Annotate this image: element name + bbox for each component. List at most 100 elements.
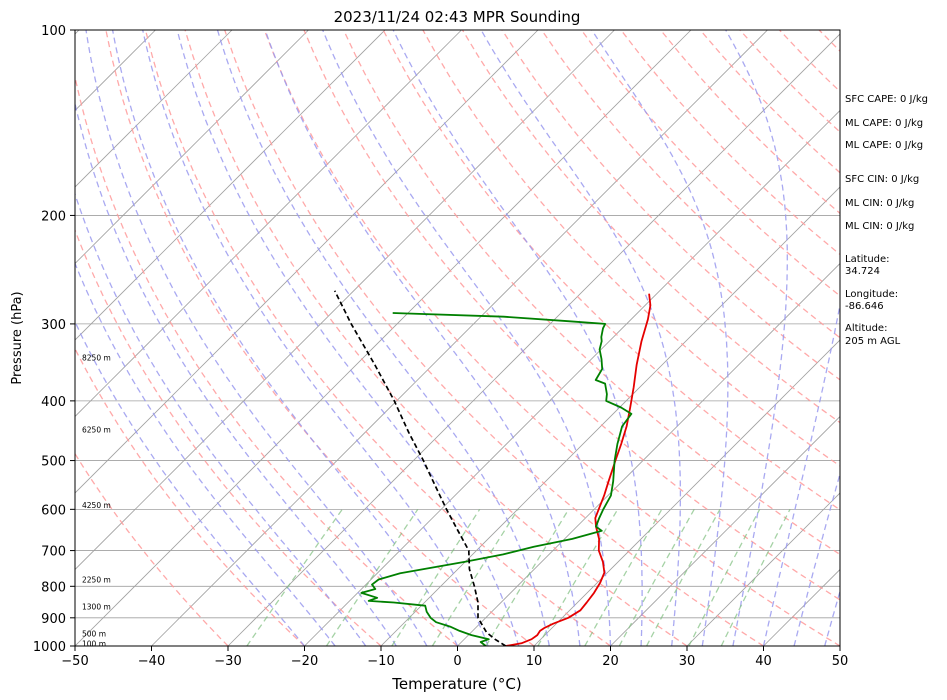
isotherm-line — [75, 30, 233, 188]
chart-title: 2023/11/24 02:43 MPR Sounding — [334, 8, 581, 26]
height-label: 100 m — [82, 639, 106, 648]
isotherm-line — [533, 339, 840, 646]
annotation-text: Longitude: — [845, 289, 898, 300]
height-label: 1300 m — [82, 602, 111, 611]
dry-adiabat-line — [580, 30, 840, 297]
x-tick-label: 0 — [453, 654, 461, 669]
moist-adiabat-line — [322, 30, 612, 646]
isotherm-line — [610, 415, 840, 646]
annotation-text: ML CAPE: 0 J/kg — [845, 140, 923, 151]
moist-adiabat-line — [75, 100, 397, 646]
y-tick-label: 300 — [41, 318, 66, 333]
moist-adiabat-line — [591, 30, 729, 646]
y-tick-label: 800 — [41, 580, 66, 595]
annotation-text: Latitude: — [845, 254, 890, 265]
mixing-ratio-line — [618, 508, 695, 646]
temperature-line — [505, 293, 652, 646]
dry-adiabat-line — [75, 347, 305, 646]
mixing-ratio-line — [431, 508, 519, 646]
dry-adiabat-line — [422, 30, 840, 467]
moist-adiabat-line — [824, 589, 840, 646]
x-tick-label: −50 — [61, 654, 88, 669]
dry-adiabat-line — [144, 30, 611, 646]
isotherm-line — [686, 492, 840, 646]
mixing-ratio-line — [246, 508, 343, 646]
y-tick-label: 200 — [41, 209, 66, 224]
height-label: 500 m — [82, 630, 106, 639]
y-axis-label: Pressure (hPa) — [10, 291, 25, 384]
x-axis-label: Temperature (°C) — [391, 675, 521, 693]
y-tick-label: 500 — [41, 455, 66, 470]
height-label: 6250 m — [82, 425, 111, 434]
isotherm-line — [75, 30, 615, 571]
moist-adiabat-line — [264, 30, 581, 646]
x-tick-label: −20 — [291, 654, 318, 669]
isotherm-lines — [0, 30, 840, 646]
x-tick-label: 10 — [526, 654, 543, 669]
x-tick-label: −30 — [214, 654, 241, 669]
isotherm-line — [75, 30, 539, 494]
dry-adiabat-line — [343, 30, 840, 556]
mixing-ratio-line — [391, 508, 481, 646]
moist-adiabat-line — [480, 30, 682, 646]
dry-adiabat-line — [224, 30, 764, 646]
isotherm-line — [380, 186, 840, 646]
mixing-ratio-line — [584, 508, 663, 646]
isotherm-line — [227, 33, 840, 646]
mixing-ratio-line — [720, 509, 791, 646]
moist-adiabat-line — [725, 30, 788, 646]
y-tick-label: 100 — [41, 24, 66, 39]
x-tick-label: −10 — [367, 654, 394, 669]
x-tick-label: 50 — [832, 654, 849, 669]
mixing-ratio-line — [537, 508, 619, 646]
annotation-text: ML CAPE: 0 J/kg — [845, 118, 923, 129]
mixing-ratio-line — [688, 508, 761, 646]
moist-adiabat-line — [176, 30, 520, 646]
y-tick-label: 700 — [41, 545, 66, 560]
y-tick-label: 900 — [41, 612, 66, 627]
moist-adiabat-line — [216, 30, 550, 646]
dry-adiabat-line — [382, 30, 840, 511]
annotation-text: 205 m AGL — [845, 336, 901, 347]
mixing-ratio-line — [325, 508, 419, 646]
annotation-text: 34.724 — [845, 266, 880, 277]
annotation-text: SFC CAPE: 0 J/kg — [845, 94, 928, 105]
dry-adiabat-line — [303, 30, 840, 601]
dry-adiabat-line — [75, 74, 458, 646]
annotation-text: Altitude: — [845, 323, 887, 334]
dry-adiabat-line — [75, 452, 229, 646]
pressure-gridlines — [75, 30, 840, 646]
x-tick-label: −40 — [138, 654, 165, 669]
sounding-series — [333, 290, 652, 646]
annotation-text: ML CIN: 0 J/kg — [845, 221, 914, 232]
y-axis-ticks: 100 200 300 400 500 600 700 800 900 1000 — [33, 24, 75, 655]
annotation-text: ML CIN: 0 J/kg — [845, 198, 914, 209]
annotation-text: -86.646 — [845, 301, 884, 312]
mixing-ratio-line — [646, 508, 721, 646]
moist-adiabat-line — [793, 471, 840, 646]
annotation-text: SFC CIN: 0 J/kg — [845, 174, 919, 185]
height-label: 8250 m — [82, 353, 111, 362]
moist-adiabat-line — [75, 261, 336, 646]
plot-area — [0, 30, 840, 646]
isotherm-line — [75, 30, 309, 265]
x-axis-ticks: −50 −40 −30 −20 −10 0 10 20 30 40 50 — [61, 646, 848, 669]
mixing-ratio-line — [485, 508, 570, 646]
isotherm-line — [304, 109, 840, 646]
moist-adiabat-line — [111, 30, 459, 646]
y-tick-label: 400 — [41, 395, 66, 410]
y-tick-label: 600 — [41, 503, 66, 518]
isotherm-line — [0, 30, 3, 646]
moist-adiabat-line — [392, 30, 643, 646]
dewpoint-line — [360, 312, 633, 646]
moist-adiabat-line — [75, 192, 367, 646]
moist-adiabat-line — [762, 301, 840, 646]
height-label: 2250 m — [82, 576, 111, 585]
isotherm-line — [75, 30, 386, 341]
x-tick-label: 20 — [602, 654, 619, 669]
mixing-ratio-lines — [246, 508, 791, 646]
dry-adiabat-line — [263, 30, 840, 646]
plot-frame — [74, 29, 841, 647]
